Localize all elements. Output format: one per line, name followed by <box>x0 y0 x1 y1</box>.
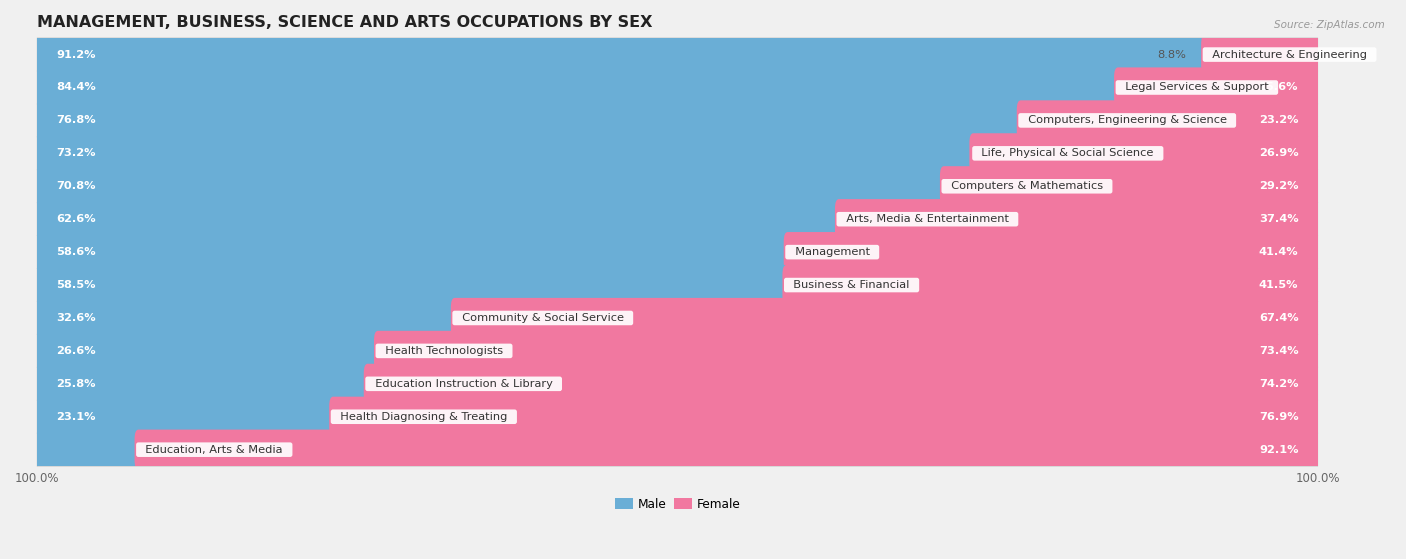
Text: 25.8%: 25.8% <box>56 379 96 389</box>
Text: MANAGEMENT, BUSINESS, SCIENCE AND ARTS OCCUPATIONS BY SEX: MANAGEMENT, BUSINESS, SCIENCE AND ARTS O… <box>37 15 652 30</box>
Text: Architecture & Engineering: Architecture & Engineering <box>1205 50 1374 60</box>
FancyBboxPatch shape <box>364 364 1322 404</box>
Text: 58.5%: 58.5% <box>56 280 96 290</box>
FancyBboxPatch shape <box>37 400 1317 434</box>
Text: 23.2%: 23.2% <box>1258 115 1298 125</box>
FancyBboxPatch shape <box>37 169 1317 203</box>
FancyBboxPatch shape <box>37 301 1317 335</box>
Text: Education, Arts & Media: Education, Arts & Media <box>138 444 290 454</box>
FancyBboxPatch shape <box>34 133 979 173</box>
Text: 26.6%: 26.6% <box>56 346 96 356</box>
Text: 37.4%: 37.4% <box>1258 214 1298 224</box>
Text: 74.2%: 74.2% <box>1258 379 1298 389</box>
FancyBboxPatch shape <box>37 202 1317 236</box>
FancyBboxPatch shape <box>1017 100 1322 140</box>
Text: 73.2%: 73.2% <box>56 148 96 158</box>
FancyBboxPatch shape <box>451 298 1322 338</box>
FancyBboxPatch shape <box>37 38 1317 72</box>
Text: 29.2%: 29.2% <box>1258 181 1298 191</box>
Text: 73.4%: 73.4% <box>1258 346 1298 356</box>
Text: 70.8%: 70.8% <box>56 181 96 191</box>
FancyBboxPatch shape <box>37 268 1317 302</box>
Text: 58.6%: 58.6% <box>56 247 96 257</box>
FancyBboxPatch shape <box>34 35 1209 75</box>
FancyBboxPatch shape <box>969 133 1322 173</box>
Text: 23.1%: 23.1% <box>56 412 96 421</box>
Text: Health Technologists: Health Technologists <box>378 346 510 356</box>
FancyBboxPatch shape <box>37 103 1317 137</box>
FancyBboxPatch shape <box>37 367 1317 401</box>
FancyBboxPatch shape <box>37 334 1317 368</box>
FancyBboxPatch shape <box>34 364 371 404</box>
Text: Source: ZipAtlas.com: Source: ZipAtlas.com <box>1274 20 1385 30</box>
Text: 8.8%: 8.8% <box>1157 50 1185 60</box>
Text: Community & Social Service: Community & Social Service <box>454 313 631 323</box>
Text: Business & Financial: Business & Financial <box>786 280 917 290</box>
FancyBboxPatch shape <box>37 433 1317 466</box>
Text: 41.5%: 41.5% <box>1258 280 1298 290</box>
FancyBboxPatch shape <box>34 429 142 470</box>
FancyBboxPatch shape <box>34 100 1025 140</box>
Text: Management: Management <box>787 247 877 257</box>
FancyBboxPatch shape <box>34 232 792 272</box>
Text: 67.4%: 67.4% <box>1258 313 1298 323</box>
FancyBboxPatch shape <box>1114 68 1322 107</box>
Text: 92.1%: 92.1% <box>1258 444 1298 454</box>
Text: 76.8%: 76.8% <box>56 115 96 125</box>
FancyBboxPatch shape <box>329 397 1322 437</box>
FancyBboxPatch shape <box>37 136 1317 170</box>
FancyBboxPatch shape <box>34 68 1122 107</box>
Text: Health Diagnosing & Treating: Health Diagnosing & Treating <box>333 412 515 421</box>
Text: Legal Services & Support: Legal Services & Support <box>1118 83 1275 92</box>
Text: 7.9%: 7.9% <box>145 444 174 454</box>
FancyBboxPatch shape <box>783 232 1322 272</box>
FancyBboxPatch shape <box>1201 35 1322 75</box>
Text: Education Instruction & Library: Education Instruction & Library <box>367 379 560 389</box>
FancyBboxPatch shape <box>835 199 1322 239</box>
Text: 76.9%: 76.9% <box>1258 412 1298 421</box>
FancyBboxPatch shape <box>37 70 1317 105</box>
FancyBboxPatch shape <box>34 331 381 371</box>
Text: Computers, Engineering & Science: Computers, Engineering & Science <box>1021 115 1234 125</box>
Text: 32.6%: 32.6% <box>56 313 96 323</box>
Text: 84.4%: 84.4% <box>56 83 96 92</box>
FancyBboxPatch shape <box>37 235 1317 269</box>
Legend: Male, Female: Male, Female <box>610 493 745 516</box>
Text: 26.9%: 26.9% <box>1258 148 1298 158</box>
FancyBboxPatch shape <box>34 298 458 338</box>
Text: 91.2%: 91.2% <box>56 50 96 60</box>
Text: 62.6%: 62.6% <box>56 214 96 224</box>
FancyBboxPatch shape <box>34 199 842 239</box>
Text: Arts, Media & Entertainment: Arts, Media & Entertainment <box>839 214 1017 224</box>
Text: Computers & Mathematics: Computers & Mathematics <box>943 181 1111 191</box>
Text: 15.6%: 15.6% <box>1258 83 1298 92</box>
Text: 41.4%: 41.4% <box>1258 247 1298 257</box>
FancyBboxPatch shape <box>34 265 790 305</box>
FancyBboxPatch shape <box>34 166 948 206</box>
FancyBboxPatch shape <box>941 166 1322 206</box>
Text: Life, Physical & Social Science: Life, Physical & Social Science <box>974 148 1161 158</box>
FancyBboxPatch shape <box>782 265 1322 305</box>
FancyBboxPatch shape <box>135 429 1322 470</box>
FancyBboxPatch shape <box>34 397 337 437</box>
FancyBboxPatch shape <box>374 331 1322 371</box>
